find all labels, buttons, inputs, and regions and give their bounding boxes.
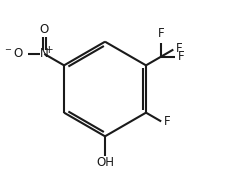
- Text: F: F: [157, 27, 164, 40]
- Text: +: +: [45, 45, 53, 55]
- Text: F: F: [163, 115, 170, 128]
- Text: N: N: [40, 48, 49, 61]
- Text: F: F: [175, 42, 182, 55]
- Text: O: O: [40, 23, 49, 36]
- Text: $^-$O: $^-$O: [3, 48, 24, 61]
- Text: OH: OH: [96, 156, 114, 169]
- Text: F: F: [177, 50, 184, 63]
